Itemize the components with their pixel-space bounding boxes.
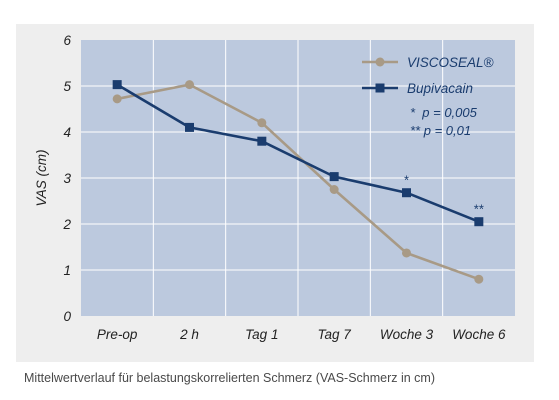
y-tick-labels: 0 1 2 3 4 5 6 [62, 33, 71, 324]
legend-item-bupivacain: Bupivacain [362, 81, 473, 96]
significance-line-1: ** p = 0,01 [410, 123, 471, 138]
legend-label: VISCOSEAL® [407, 55, 494, 70]
y-tick-6: 6 [63, 33, 71, 48]
significance-line-0: * p = 0,005 [410, 105, 478, 120]
legend-swatch-marker [375, 83, 385, 93]
significance-legend: * p = 0,005 ** p = 0,01 [410, 105, 478, 138]
point-bupivacain-tag-7 [329, 172, 339, 182]
x-tick-pre-op: Pre-op [97, 327, 138, 342]
chart-caption: Mittelwertverlauf für belastungskorrelie… [24, 371, 436, 385]
x-tick-2-h: 2 h [179, 327, 199, 342]
point-bupivacain-2-h [185, 122, 194, 132]
point-viscoseal-pre-op [112, 94, 122, 104]
x-tick-woche-3: Woche 3 [380, 327, 434, 342]
point-bupivacain-woche-6 [474, 217, 484, 227]
series-line-viscoseal [116, 83, 480, 281]
legend-label: Bupivacain [407, 81, 473, 96]
y-tick-5: 5 [63, 79, 71, 94]
legend-swatch-marker [375, 57, 385, 67]
y-tick-4: 4 [63, 125, 71, 140]
series-lines [112, 80, 484, 284]
x-tick-tag-7: Tag 7 [318, 327, 352, 342]
point-viscoseal-woche-6 [474, 274, 484, 284]
point-bupivacain-woche-3 [402, 188, 411, 198]
y-tick-1: 1 [63, 263, 71, 278]
significance-markers: *** [404, 173, 484, 217]
point-viscoseal-woche-3 [402, 248, 411, 258]
legend-item-viscoseal: VISCOSEAL® [362, 55, 494, 70]
annotation-0: * [404, 173, 409, 188]
x-tick-labels: Pre-op 2 h Tag 1 Tag 7 Woche 3 Woche 6 [97, 327, 506, 342]
y-axis-label: VAS (cm) [34, 149, 49, 206]
point-viscoseal-2-h [185, 80, 194, 90]
grid-lines [81, 40, 515, 316]
point-bupivacain-pre-op [112, 80, 122, 90]
series-line-bupivacain [116, 83, 480, 223]
annotation-1: ** [474, 202, 484, 217]
y-tick-0: 0 [63, 309, 71, 324]
y-tick-2: 2 [62, 217, 71, 232]
point-viscoseal-tag-7 [329, 185, 339, 194]
x-tick-woche-6: Woche 6 [452, 327, 506, 342]
point-viscoseal-tag-1 [257, 118, 267, 128]
x-tick-tag-1: Tag 1 [245, 327, 278, 342]
y-tick-3: 3 [63, 171, 71, 186]
point-bupivacain-tag-1 [257, 136, 267, 146]
legend: VISCOSEAL® Bupivacain [362, 55, 494, 96]
